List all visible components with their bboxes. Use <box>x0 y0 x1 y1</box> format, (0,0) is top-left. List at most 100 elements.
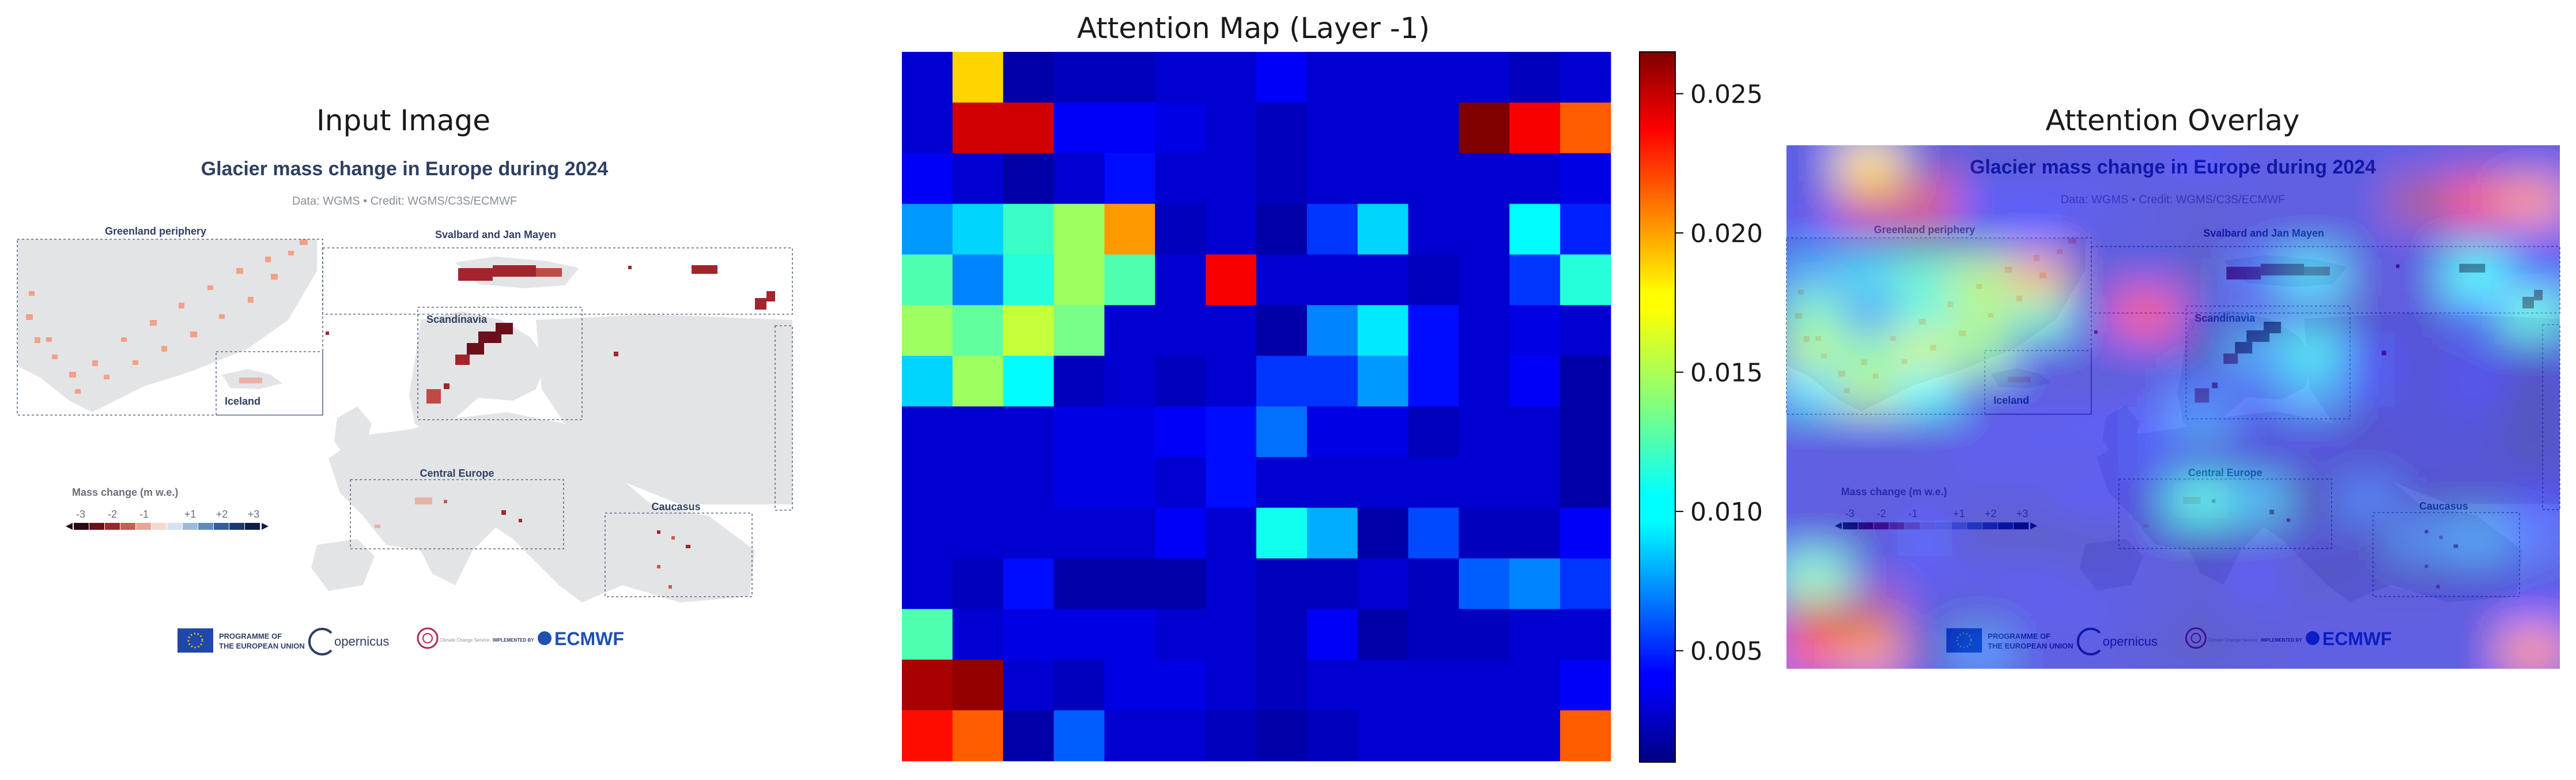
heatmap-cell <box>1357 710 1409 762</box>
heatmap-cell <box>1509 52 1561 103</box>
heatmap-cell <box>1155 102 1206 154</box>
heatmap-cell <box>1206 457 1257 508</box>
overlay-heat-cell <box>2339 220 2395 258</box>
heatmap-cell <box>902 609 953 660</box>
legend-swatch <box>198 523 213 530</box>
overlay-heat-cell <box>2394 519 2450 557</box>
overlay-heat-cell <box>2283 295 2340 333</box>
overlay-heat-cell <box>2228 556 2284 595</box>
overlay-heat-cell <box>1841 370 1898 408</box>
overlay-heat-cell <box>2505 370 2560 408</box>
heatmap-cell <box>1256 558 1308 609</box>
heatmap-cell <box>1155 507 1206 559</box>
heatmap-cell <box>1053 710 1105 762</box>
overlay-heat-cell <box>2063 182 2119 221</box>
overlay-heat-cell <box>2394 332 2450 371</box>
overlay-heat-cell <box>2118 631 2174 669</box>
overlay-heat-cell <box>2228 295 2284 333</box>
overlay-heat-cell <box>2394 407 2450 445</box>
heatmap-cell <box>1509 406 1561 458</box>
overlay-heat-cell <box>2505 257 2560 296</box>
heatmap-cell <box>902 660 953 711</box>
infographic-title: Glacier mass change in Europe during 202… <box>201 158 609 180</box>
overlay-heat-cell <box>2007 145 2064 183</box>
overlay-heat-cell <box>2007 257 2064 296</box>
overlay-heat-cell <box>2505 332 2560 371</box>
overlay-heat-cell <box>1897 370 1953 408</box>
scandinavia-glaciers <box>326 323 618 404</box>
heatmap-cell <box>1206 204 1257 255</box>
heatmap-cell <box>1206 254 1257 306</box>
overlay-heat-cell <box>1841 444 1898 483</box>
colorbar-tick-label: 0.025 <box>1690 80 1763 109</box>
overlay-heat-cell <box>2339 481 2395 520</box>
overlay-heat-cell <box>1952 145 2008 183</box>
heatmap-cell <box>902 52 953 103</box>
heatmap-cell <box>1560 457 1611 508</box>
heatmap-cell <box>1357 305 1409 356</box>
overlay-heat-cell <box>2007 594 2064 632</box>
heatmap-cell <box>1459 660 1510 711</box>
overlay-heat-cell <box>2173 295 2229 333</box>
heatmap-cell <box>1104 254 1155 306</box>
heatmap-cell <box>1560 710 1611 762</box>
overlay-heat-cell <box>2283 444 2340 483</box>
overlay-heat-cell <box>2007 332 2064 371</box>
overlay-heat-cell <box>1952 519 2008 557</box>
heatmap-cell <box>1306 558 1358 609</box>
overlay-heat-cell <box>2283 481 2340 520</box>
infographic-subtitle: Data: WGMS • Credit: WGMS/C3S/ECMWF <box>292 195 517 208</box>
heatmap-cell <box>1306 660 1358 711</box>
scandinavia-land <box>409 311 547 435</box>
heatmap-cell <box>1003 153 1055 205</box>
heatmap-cell <box>902 558 953 609</box>
overlay-heat-cell <box>1897 295 1953 333</box>
heatmap-cell <box>1560 254 1611 306</box>
overlay-heat-cell <box>1786 145 1842 183</box>
heatmap-cell <box>952 406 1004 458</box>
heatmap-cell <box>1053 609 1105 660</box>
overlay-heat-cell <box>2449 556 2506 595</box>
overlay-heat-cell <box>2173 407 2229 445</box>
heatmap-cell <box>902 356 953 407</box>
overlay-heat-cell <box>2449 220 2506 258</box>
overlay-heat-cell <box>2063 594 2119 632</box>
overlay-heat-cell <box>2394 257 2450 296</box>
overlay-heat-cell <box>2118 257 2174 296</box>
overlay-heat-cell <box>1897 220 1953 258</box>
heatmap-cell <box>1357 609 1409 660</box>
uk-land <box>334 406 372 458</box>
heatmap-cell <box>1509 457 1561 508</box>
overlay-heat-cell <box>2007 556 2064 595</box>
heatmap-cell <box>1104 356 1155 407</box>
heatmap-cell <box>1256 406 1308 458</box>
heatmap-cell <box>1408 660 1459 711</box>
heatmap-cell <box>1459 305 1510 356</box>
overlay-heat-cell <box>2173 444 2229 483</box>
overlay-heat-cell <box>1952 631 2008 669</box>
input-image: Glacier mass change in Europe during 202… <box>17 147 793 669</box>
heatmap-cell <box>1459 102 1510 154</box>
heatmap-cell <box>1155 356 1206 407</box>
overlay-heat-cell <box>2339 407 2395 445</box>
heatmap-cell <box>1104 710 1155 762</box>
overlay-heat-cell <box>2007 481 2064 520</box>
overlay-heat-cell <box>2449 182 2506 221</box>
heatmap-cell <box>1408 305 1459 356</box>
overlay-heat-cell <box>2505 182 2560 221</box>
svalbard-box <box>322 247 793 315</box>
overlay-heat-cell <box>2283 631 2340 669</box>
overlay-heat-cell <box>2339 444 2395 483</box>
svg-text:PROGRAMME OF: PROGRAMME OF <box>219 632 282 640</box>
overlay-heat-cell <box>1897 257 1953 296</box>
overlay-heat-cell <box>2449 519 2506 557</box>
heatmap-cell <box>1509 153 1561 205</box>
heatmap-cell <box>1256 102 1308 154</box>
heatmap-cell <box>952 356 1004 407</box>
overlay-heat-cell <box>1897 332 1953 371</box>
heatmap-cell <box>1408 356 1459 407</box>
label-greenland: Greenland periphery <box>105 225 206 237</box>
heatmap-cell <box>1053 558 1105 609</box>
heatmap-cell <box>1053 507 1105 559</box>
heatmap-cell <box>1509 204 1561 255</box>
